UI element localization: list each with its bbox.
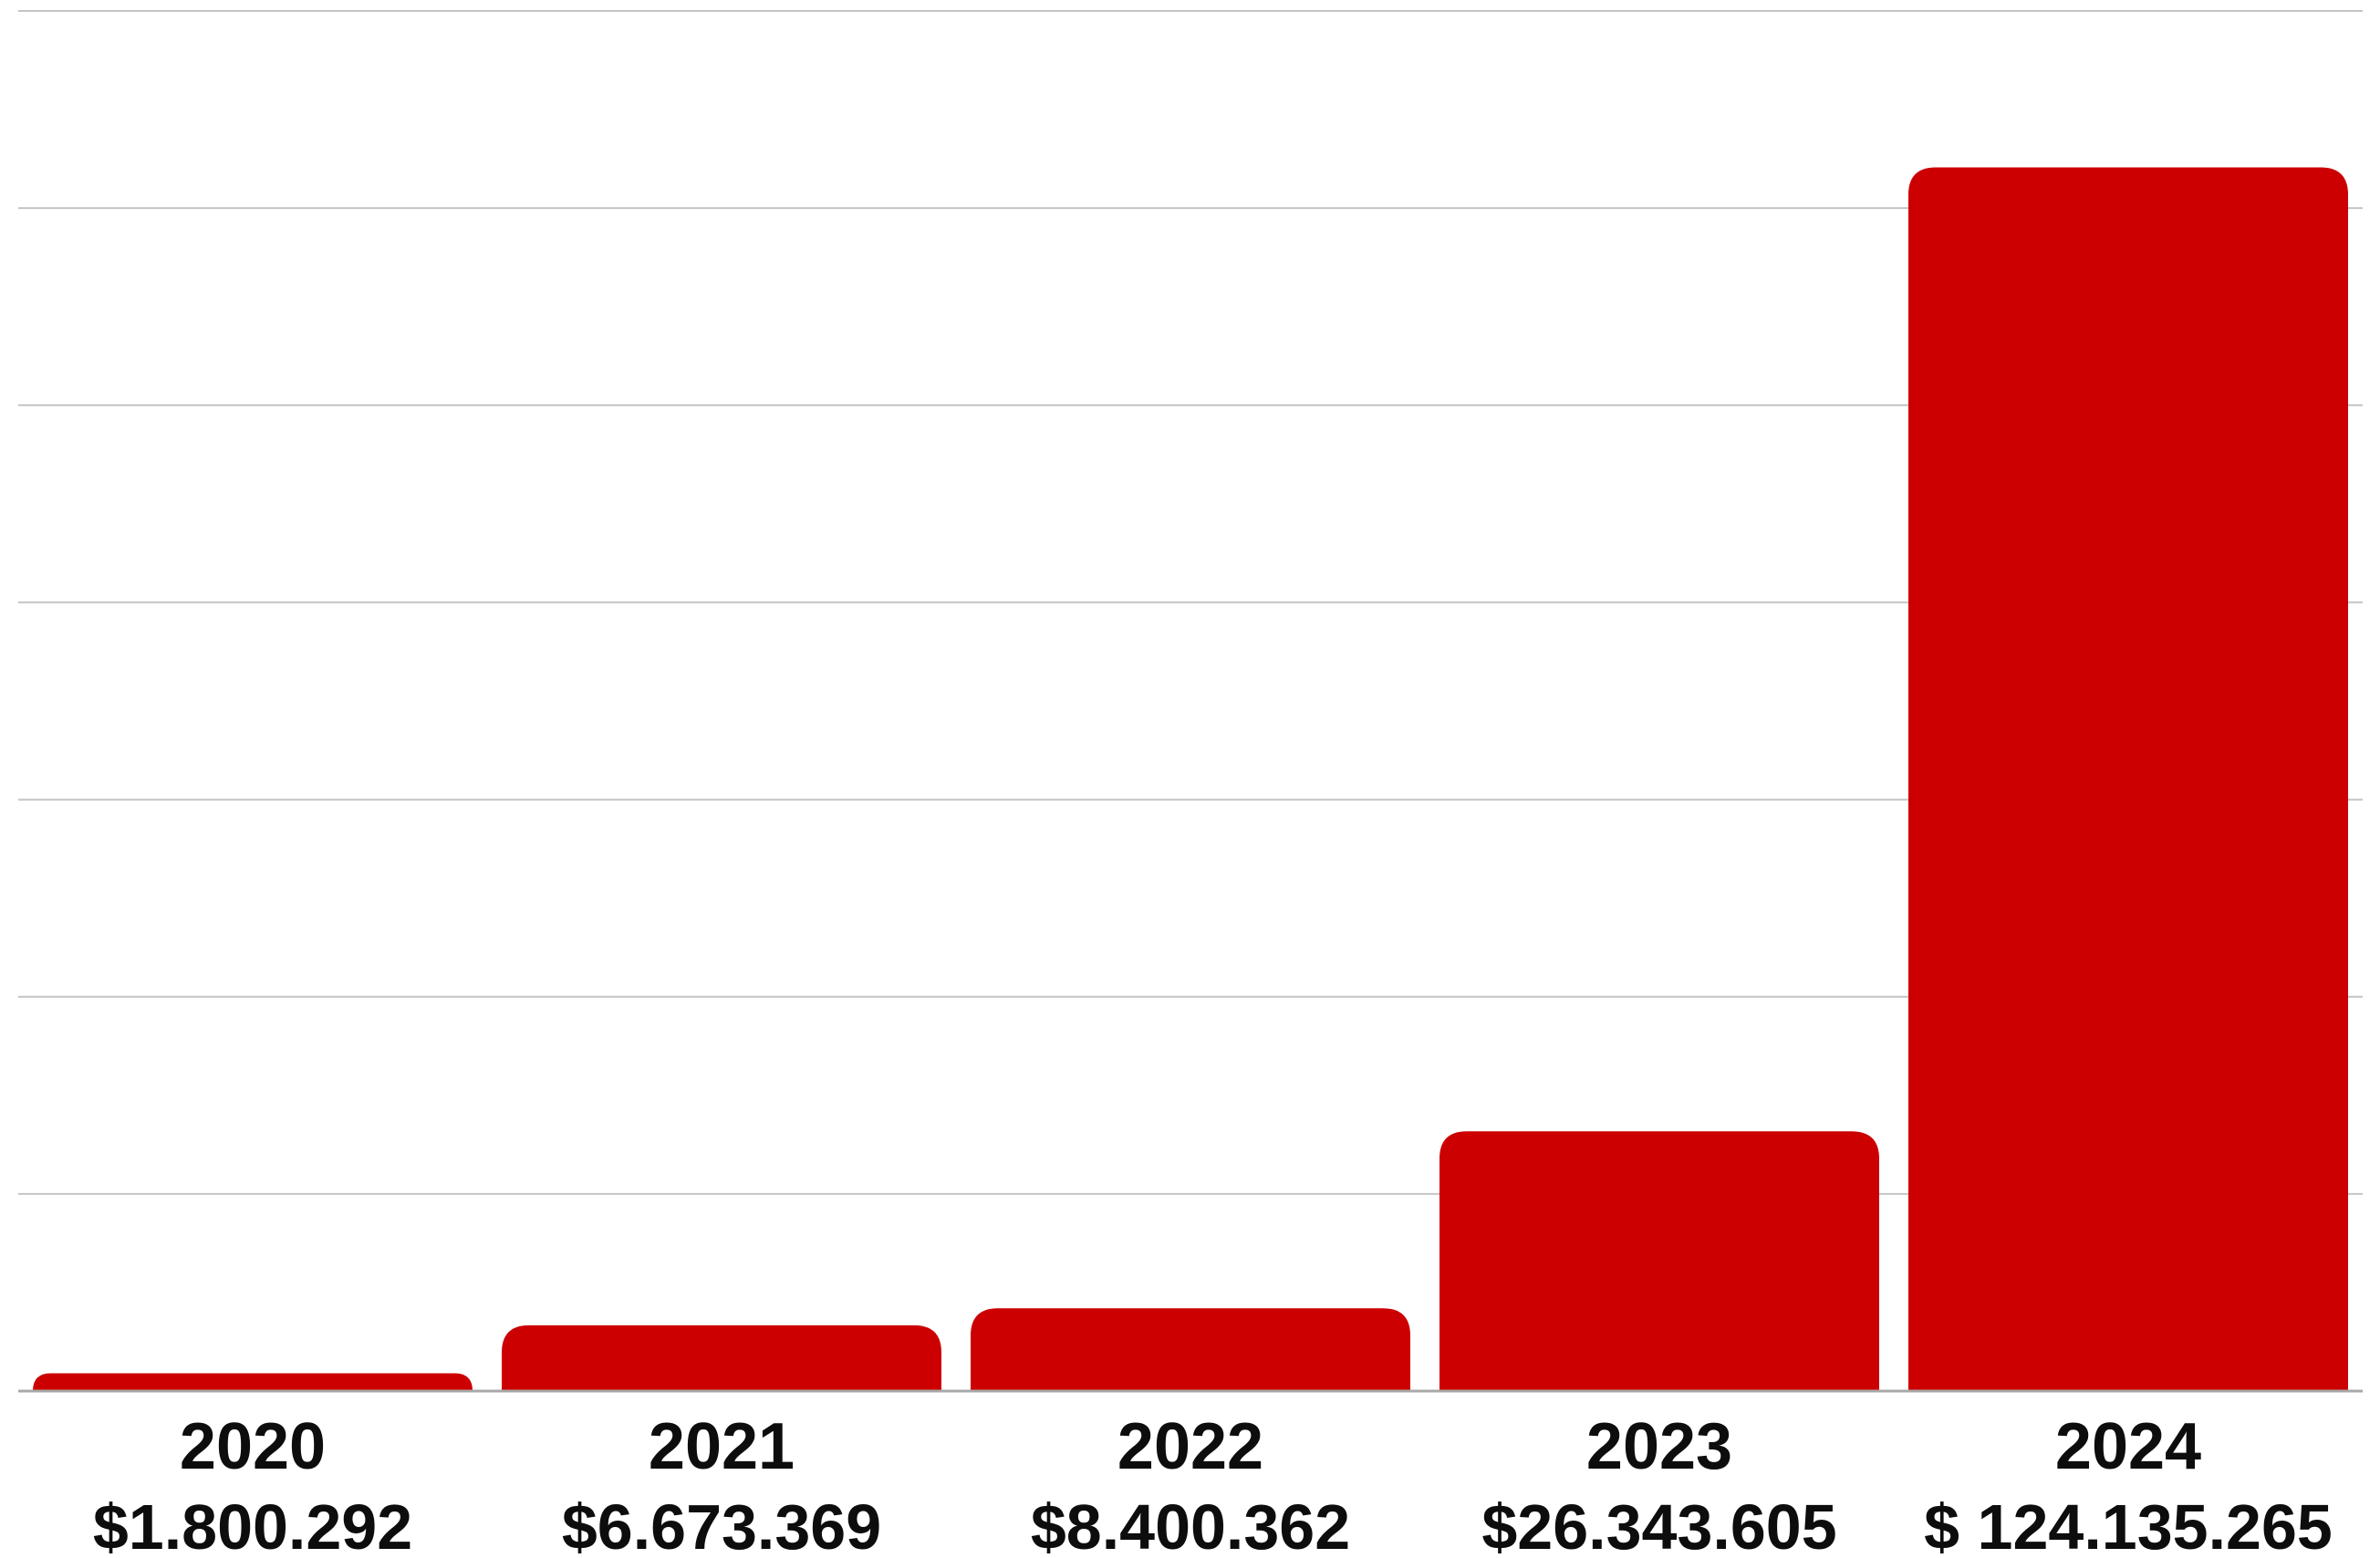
bars [33,167,2348,1391]
value-label-2022: $8.400.362 [1031,1491,1350,1558]
category-labels: 2020 $1.800.292 2021 $6.673.369 2022 $8.400.3… [93,1410,2333,1558]
category-label-2020: 2020 [180,1410,326,1483]
value-label-2021: $6.673.369 [562,1491,881,1558]
bar-2023 [1439,1131,1879,1391]
value-label-2024: $ 124.135.265 [1924,1491,2333,1558]
bar-2024 [1908,167,2348,1391]
category-label-2024: 2024 [2055,1410,2201,1483]
category-label-2022: 2022 [1117,1410,1263,1483]
bar-2020 [33,1374,473,1391]
category-label-2021: 2021 [649,1410,795,1483]
value-label-2023: $26.343.605 [1481,1491,1836,1558]
bar-2021 [502,1325,941,1391]
value-label-2020: $1.800.292 [93,1491,412,1558]
bar-2022 [971,1308,1410,1391]
category-label-2023: 2023 [1586,1410,1732,1483]
